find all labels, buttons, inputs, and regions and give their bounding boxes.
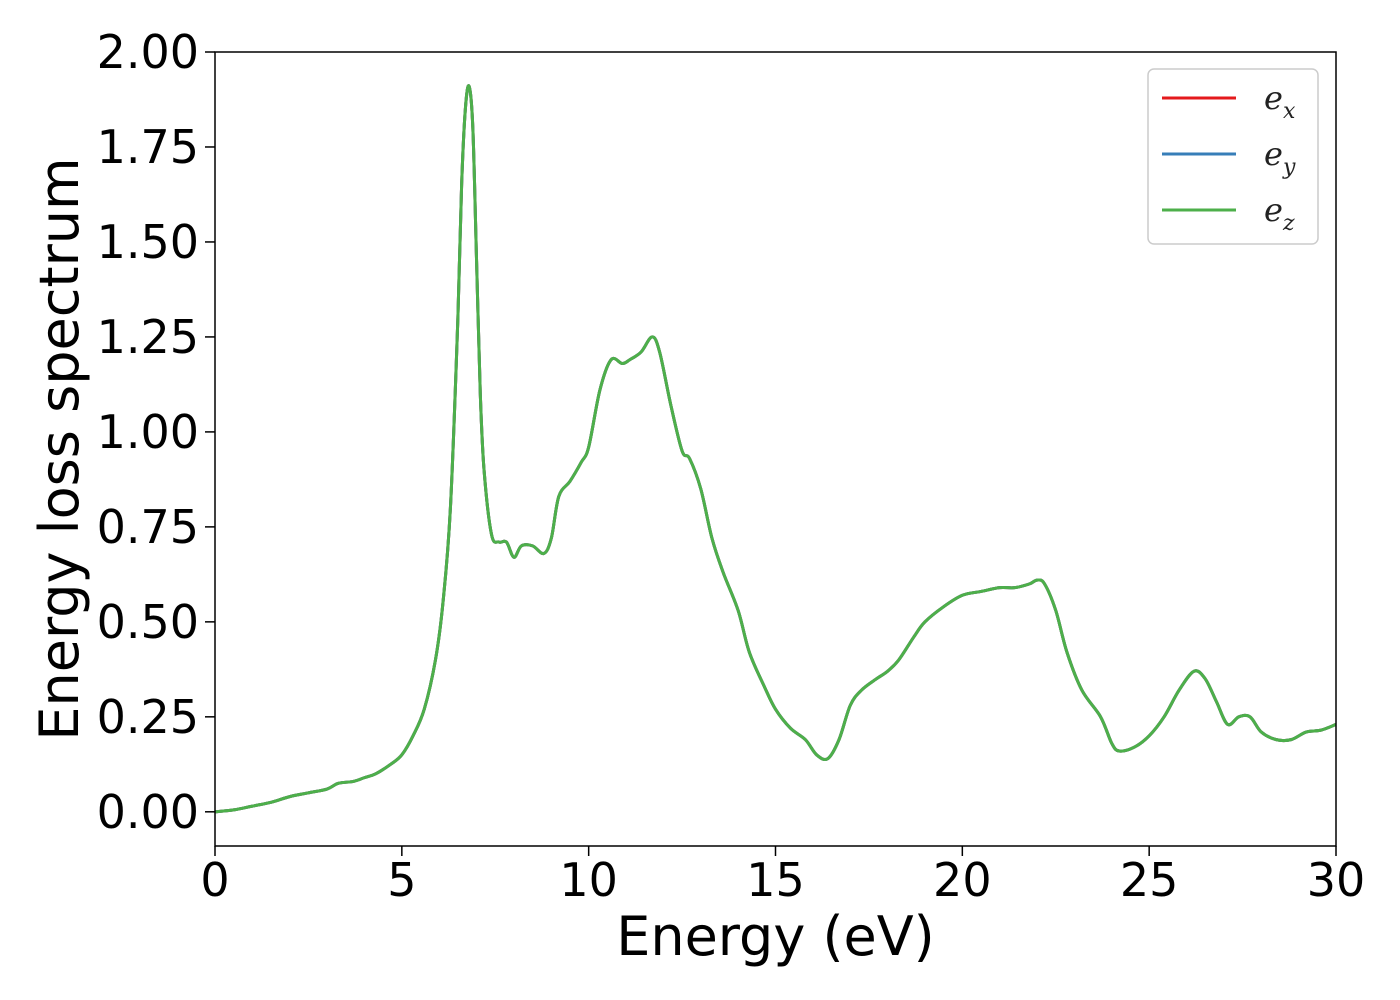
y-tick-label: 0.00 — [97, 785, 199, 839]
y-tick-label: 0.25 — [97, 690, 199, 744]
legend-label-base: e — [1264, 79, 1283, 117]
x-tick-label: 30 — [1307, 853, 1366, 907]
series-line-ez — [215, 84, 1336, 814]
x-tick-label: 0 — [200, 853, 229, 907]
x-tick-label: 10 — [559, 853, 618, 907]
legend-label-subscript: y — [1282, 155, 1296, 180]
x-tick-label: 25 — [1120, 853, 1179, 907]
series-layer — [215, 84, 1336, 814]
legend-box — [1147, 68, 1319, 245]
x-tick-label: 15 — [746, 853, 805, 907]
x-tick-label: 20 — [933, 853, 992, 907]
y-tick-label: 1.00 — [97, 405, 199, 459]
legend-label-ez: ez — [1264, 191, 1295, 236]
legend-label-base: e — [1264, 191, 1283, 229]
y-tick-label: 0.50 — [97, 595, 199, 649]
legend-label-subscript: z — [1282, 211, 1295, 236]
y-tick-label: 2.00 — [97, 25, 199, 79]
legend-label-subscript: x — [1283, 99, 1296, 124]
legend-label-base: e — [1264, 135, 1283, 173]
y-axis-label: Energy loss spectrum — [28, 157, 91, 740]
x-tick-label: 5 — [387, 853, 416, 907]
y-axis-ticks: 0.00 0.25 0.50 0.75 1.00 1.25 1.50 1.75 2.00 — [97, 25, 215, 839]
y-tick-label: 1.25 — [97, 310, 199, 364]
legend-label-ey: ey — [1264, 135, 1296, 180]
legend-label-ex: ex — [1264, 79, 1296, 124]
y-tick-label: 1.50 — [97, 215, 199, 269]
x-axis-label: Energy (eV) — [616, 905, 935, 968]
y-tick-label: 0.75 — [97, 500, 199, 554]
x-axis-ticks: 0 5 10 15 20 25 30 — [200, 846, 1365, 907]
y-tick-label: 1.75 — [97, 120, 199, 174]
